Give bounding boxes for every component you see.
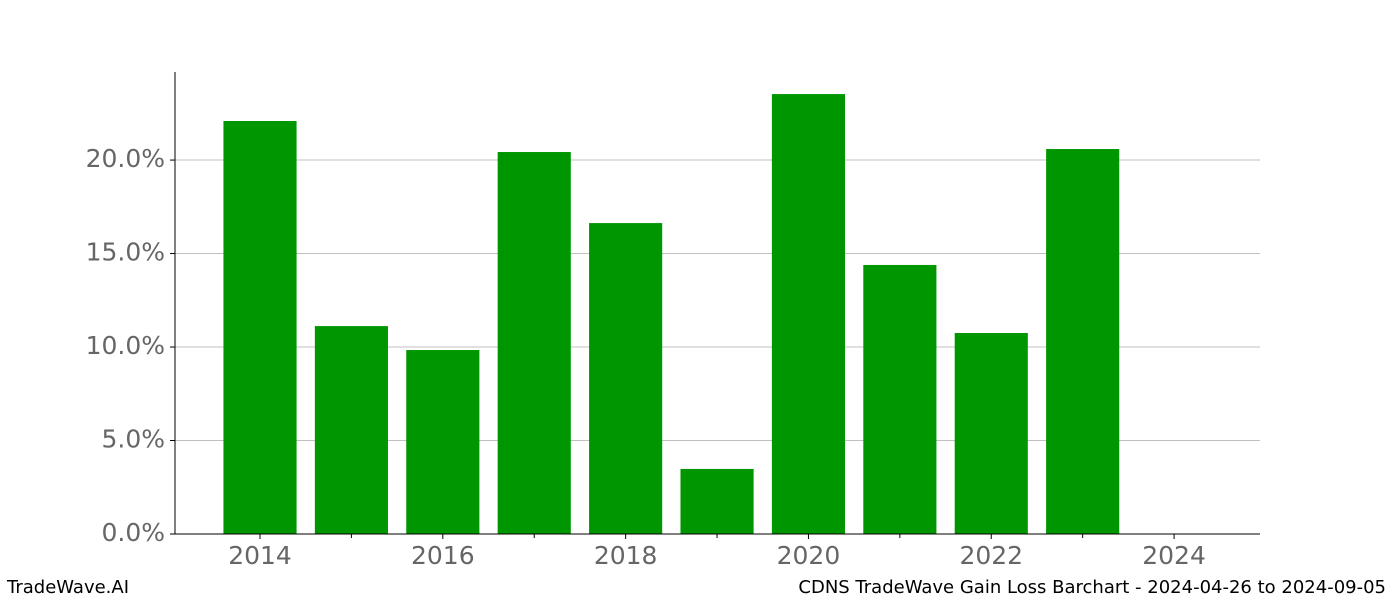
y-tick-label: 15.0%	[86, 238, 165, 267]
x-tick-label: 2016	[411, 541, 475, 570]
bar	[680, 468, 754, 534]
bar	[406, 350, 480, 534]
x-tick-label: 2018	[594, 541, 658, 570]
bar	[954, 333, 1028, 534]
x-tick-label: 2020	[777, 541, 841, 570]
y-tick-label: 20.0%	[86, 144, 165, 173]
bar	[223, 120, 297, 534]
footer-right: CDNS TradeWave Gain Loss Barchart - 2024…	[798, 577, 1386, 598]
x-tick-label: 2022	[959, 541, 1023, 570]
y-tick-label: 5.0%	[101, 425, 165, 454]
bar	[589, 223, 663, 535]
x-tick-label: 2024	[1142, 541, 1206, 570]
bar	[1046, 149, 1120, 534]
y-tick-label: 10.0%	[86, 331, 165, 360]
bar	[314, 326, 388, 534]
y-tick-label: 0.0%	[101, 518, 165, 547]
footer-left: TradeWave.AI	[6, 577, 129, 598]
bar	[497, 152, 571, 535]
x-tick-label: 2014	[228, 541, 292, 570]
bar	[771, 94, 846, 535]
bar	[863, 264, 937, 534]
